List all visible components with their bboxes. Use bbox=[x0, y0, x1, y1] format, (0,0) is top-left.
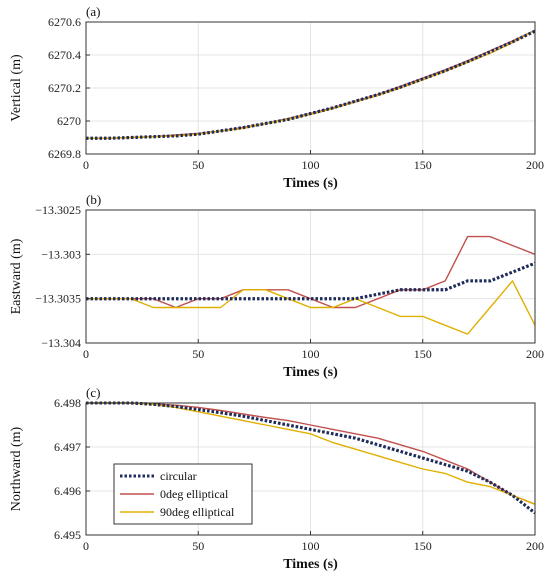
panel-c-tag: (c) bbox=[86, 385, 100, 400]
panel-b-y-axis-label: Eastward (m) bbox=[9, 238, 24, 314]
panel-a-y-tick-label: 6270.4 bbox=[48, 48, 81, 62]
panel-b-x-tick-label: 0 bbox=[83, 347, 89, 361]
panel-b-y-tick-label: −13.3035 bbox=[35, 292, 81, 306]
panel-b-x-tick-label: 50 bbox=[192, 347, 204, 361]
panel-a-y-axis-label: Vertical (m) bbox=[9, 54, 24, 122]
panel-c-series-line-0deg-elliptical bbox=[86, 402, 536, 505]
panel-c-y-tick-label: 6.497 bbox=[54, 440, 81, 454]
panel-a-y-tick-label: 6269.8 bbox=[48, 147, 81, 161]
panel-c-x-tick-label: 0 bbox=[83, 539, 89, 553]
legend-label-circular: circular bbox=[160, 469, 197, 483]
panel-c-y-axis-label: Northward (m) bbox=[9, 426, 24, 511]
panel-b-tag: (b) bbox=[86, 192, 101, 207]
panel-b: 0 50 100 150 200 −13.304 −13.3035 −13.303 −13.30… bbox=[9, 192, 544, 380]
panel-b-series-line-0deg-elliptical bbox=[86, 235, 536, 309]
panel-a-y-tick-label: 6270.6 bbox=[48, 15, 81, 29]
legend-label-90deg-elliptical: 90deg elliptical bbox=[160, 505, 235, 519]
panel-c-y-tick-label: 6.498 bbox=[54, 396, 81, 410]
panel-c-series-line-90deg-elliptical bbox=[86, 402, 536, 505]
panel-c-x-tick-label: 200 bbox=[526, 539, 544, 553]
panel-a-x-tick-label: 100 bbox=[302, 158, 320, 172]
legend: circular 0deg elliptical 90deg elliptical bbox=[113, 463, 253, 525]
panel-b-x-tick-label: 200 bbox=[526, 347, 544, 361]
panel-c-x-tick-label: 50 bbox=[192, 539, 204, 553]
panel-a-x-tick-label: 50 bbox=[192, 158, 204, 172]
panel-a-x-tick-label: 150 bbox=[414, 158, 432, 172]
panel-c: 0 50 100 150 200 6.495 6.496 6.497 6.498 Times (s… bbox=[9, 385, 544, 572]
panel-c-y-tick-label: 6.496 bbox=[54, 484, 81, 498]
panel-a-x-axis-label: Times (s) bbox=[283, 176, 338, 191]
legend-label-0deg-elliptical: 0deg elliptical bbox=[160, 487, 229, 501]
panel-b-x-tick-label: 150 bbox=[414, 347, 432, 361]
panel-a: 0 50 100 150 200 6269.8 6270 6270.2 6270.4 6270.6… bbox=[9, 4, 544, 191]
panel-a-y-tick-label: 6270 bbox=[57, 114, 81, 128]
panel-c-x-axis-label: Times (s) bbox=[283, 557, 338, 572]
panel-a-tag: (a) bbox=[86, 4, 100, 19]
panel-b-series-line-90deg-elliptical bbox=[86, 280, 536, 335]
panel-b-x-axis-label: Times (s) bbox=[283, 365, 338, 380]
panel-b-y-tick-label: −13.3025 bbox=[35, 203, 81, 217]
panel-a-x-tick-label: 0 bbox=[83, 158, 89, 172]
panel-b-y-tick-label: −13.304 bbox=[41, 336, 81, 350]
panel-c-x-tick-label: 150 bbox=[414, 539, 432, 553]
panel-b-x-tick-label: 100 bbox=[302, 347, 320, 361]
panel-c-y-tick-label: 6.495 bbox=[54, 528, 81, 542]
panel-a-x-tick-label: 200 bbox=[526, 158, 544, 172]
panel-a-series-line-circular-overlay bbox=[86, 29, 536, 140]
panel-c-series-line-circular-overlay bbox=[86, 401, 536, 515]
panel-b-y-tick-label: −13.303 bbox=[41, 247, 81, 261]
panel-a-y-tick-label: 6270.2 bbox=[48, 81, 81, 95]
panel-c-x-tick-label: 100 bbox=[302, 539, 320, 553]
